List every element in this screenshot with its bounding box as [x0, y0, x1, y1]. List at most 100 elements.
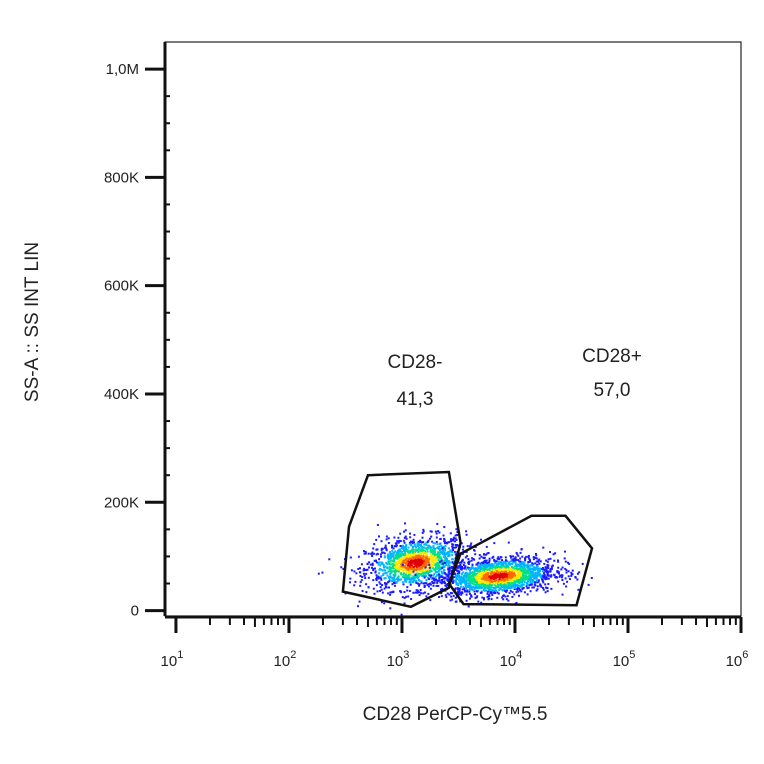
event-dot: [565, 585, 568, 588]
event-dot: [425, 541, 428, 544]
event-dot: [482, 556, 485, 559]
event-dot: [388, 580, 391, 583]
event-dot: [443, 581, 446, 584]
event-dot: [478, 577, 481, 580]
event-dot: [518, 582, 521, 585]
event-dot: [489, 570, 492, 573]
event-dot: [425, 547, 428, 550]
event-dot: [542, 587, 545, 589]
event-dot: [470, 594, 473, 597]
event-dot: [406, 562, 409, 565]
event-dot: [447, 552, 449, 554]
event-dot: [478, 572, 481, 575]
event-dot: [410, 559, 413, 562]
event-dot: [447, 560, 450, 563]
event-dot: [535, 577, 538, 580]
event-dot: [474, 568, 477, 571]
event-dot: [499, 569, 502, 571]
event-dot: [394, 569, 397, 572]
event-dot: [464, 576, 467, 579]
event-dot: [415, 564, 418, 567]
event-dot: [412, 559, 415, 562]
event-dot: [394, 573, 397, 576]
event-dot: [505, 577, 507, 580]
event-dot: [456, 544, 459, 547]
event-dot: [467, 585, 470, 588]
event-dot: [445, 552, 448, 555]
event-dot: [568, 578, 571, 581]
event-dot: [544, 570, 547, 573]
event-dot: [399, 545, 402, 547]
event-dot: [474, 584, 477, 586]
event-dot: [420, 569, 423, 572]
event-dot: [519, 565, 522, 568]
event-dot: [407, 546, 410, 549]
event-dot: [388, 554, 391, 557]
event-dot: [474, 587, 477, 590]
event-dot: [367, 576, 370, 579]
event-dot: [526, 582, 529, 584]
event-dot: [480, 538, 482, 541]
event-dot: [476, 573, 479, 576]
event-dot: [473, 590, 476, 593]
event-dot: [453, 573, 456, 576]
event-dot: [476, 580, 479, 583]
event-dot: [321, 571, 324, 574]
event-dot: [466, 590, 469, 593]
event-dot: [412, 553, 415, 555]
event-dot: [498, 589, 501, 591]
event-dot: [430, 530, 433, 533]
event-dot: [517, 575, 520, 578]
event-dot: [487, 568, 490, 571]
event-dot: [510, 584, 513, 587]
event-dot: [470, 559, 473, 562]
event-dot: [405, 537, 408, 540]
event-dot: [434, 557, 437, 560]
event-dot: [485, 545, 488, 548]
event-dot: [392, 557, 395, 560]
event-dot: [426, 584, 429, 586]
event-dot: [486, 552, 489, 555]
event-dot: [508, 568, 510, 571]
event-dot: [365, 572, 368, 575]
event-dot: [499, 575, 502, 578]
event-dot: [436, 581, 439, 584]
event-dot: [486, 592, 489, 595]
event-dot: [424, 554, 427, 557]
event-dot: [380, 578, 383, 581]
event-dot: [423, 558, 426, 561]
event-dot: [470, 595, 473, 598]
event-dot: [412, 550, 415, 553]
event-dot: [445, 596, 448, 598]
event-dot: [500, 559, 503, 562]
event-dot: [470, 588, 473, 591]
event-dot: [460, 582, 463, 585]
event-dot: [450, 570, 453, 573]
event-dot: [458, 574, 460, 577]
event-dot: [439, 537, 442, 540]
event-dot: [576, 578, 579, 581]
event-dot: [464, 573, 467, 576]
event-dot: [451, 598, 454, 601]
event-dot: [357, 605, 359, 608]
event-dot: [392, 565, 394, 568]
event-dot: [495, 579, 498, 581]
event-dot: [487, 581, 490, 584]
event-dot: [564, 567, 567, 570]
event-dot: [382, 564, 385, 566]
event-dot: [494, 589, 497, 592]
event-dot: [438, 561, 441, 564]
event-dot: [471, 563, 474, 566]
event-dot: [436, 565, 438, 568]
event-dot: [510, 579, 513, 582]
event-dot: [446, 584, 449, 587]
event-dot: [508, 573, 511, 575]
event-dot: [514, 561, 517, 564]
event-dot: [422, 551, 425, 554]
event-dot: [432, 545, 435, 548]
event-dot: [434, 575, 437, 578]
event-dot: [418, 584, 420, 587]
event-dot: [439, 581, 442, 584]
event-dot: [388, 576, 390, 579]
event-dot: [502, 571, 505, 574]
